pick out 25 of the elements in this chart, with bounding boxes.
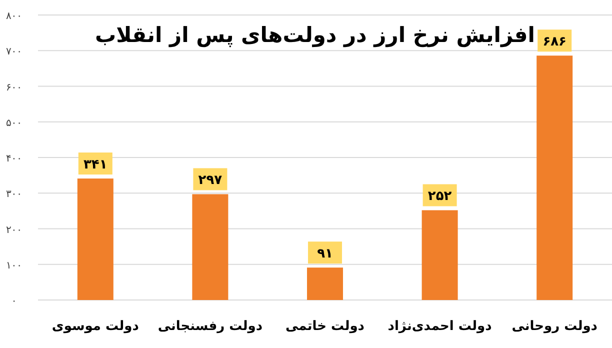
- y-tick-label: ۸۰۰: [6, 11, 22, 22]
- data-label: ۹۱: [317, 246, 333, 262]
- bar: [192, 194, 228, 300]
- bar: [77, 178, 114, 300]
- data-label: ۲۵۲: [428, 189, 452, 204]
- y-tick-label: ۰: [11, 296, 17, 307]
- bar: [536, 56, 573, 300]
- y-tick-label: ۴۰۰: [6, 154, 22, 164]
- bar: [307, 268, 343, 300]
- y-tick-label: ۲۰۰: [6, 224, 22, 236]
- x-tick-label: دولت رفسنجانی: [158, 319, 263, 334]
- data-label: ۳۴۱: [83, 158, 108, 173]
- y-tick-label: ۷۰۰: [6, 46, 22, 58]
- y-tick-label: ۵۰۰: [6, 118, 22, 129]
- x-tick-label: دولت روحانی: [512, 319, 598, 334]
- x-tick-label: دولت احمدی‌نژاد: [388, 319, 492, 334]
- data-label: ۲۹۷: [198, 173, 222, 188]
- y-tick-label: ۶۰۰: [6, 82, 22, 94]
- y-tick-label: ۱۰۰: [6, 260, 22, 272]
- x-tick-label: دولت خاتمی: [286, 319, 365, 334]
- data-label: ۶۸۶: [542, 34, 567, 50]
- y-tick-label: ۳۰۰: [6, 189, 22, 200]
- chart-title: افزایش نرخ ارز در دولت‌های پس از انقلاب: [94, 23, 536, 48]
- bar: [422, 210, 458, 300]
- x-tick-label: دولت موسوی: [52, 319, 140, 334]
